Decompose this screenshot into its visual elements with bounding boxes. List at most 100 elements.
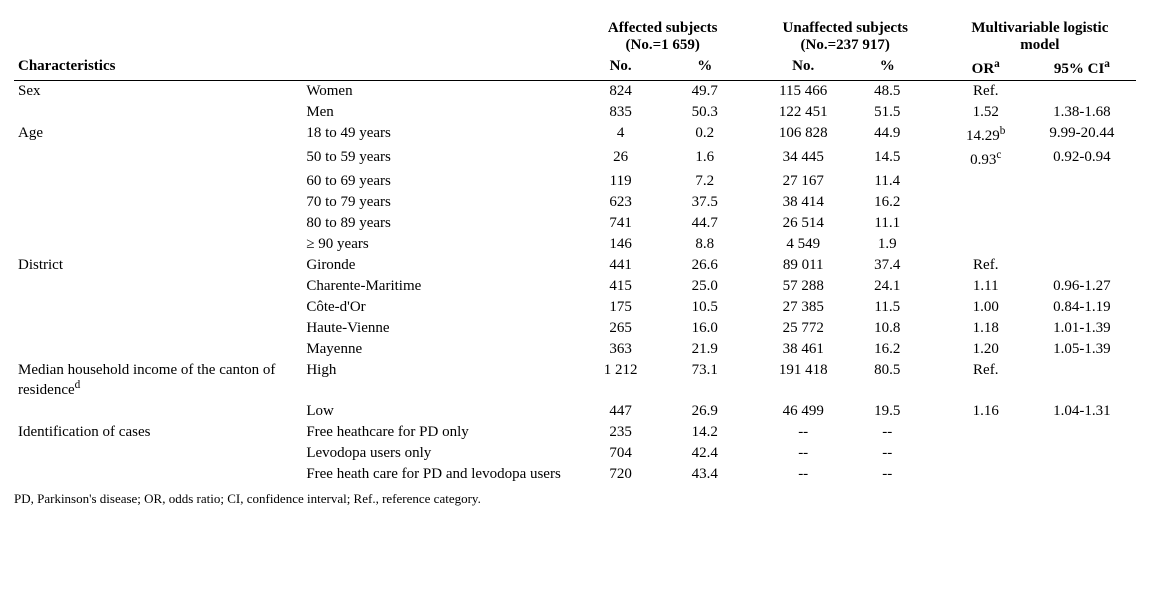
- ci-cell: 0.84-1.19: [1028, 297, 1136, 318]
- ci-cell: 1.05-1.39: [1028, 339, 1136, 360]
- value-cell: 415: [579, 276, 663, 297]
- table-row: ≥ 90 years1468.84 5491.9: [14, 234, 1136, 255]
- value-cell: 46 499: [761, 401, 845, 422]
- ci-cell: 1.38-1.68: [1028, 102, 1136, 123]
- characteristic-label: [14, 276, 302, 297]
- value-cell: 119: [579, 171, 663, 192]
- value-cell: 835: [579, 102, 663, 123]
- value-cell: 37.4: [845, 255, 929, 276]
- value-cell: --: [761, 464, 845, 485]
- value-cell: 37.5: [663, 192, 747, 213]
- value-cell: 7.2: [663, 171, 747, 192]
- value-cell: --: [845, 422, 929, 443]
- value-cell: 1 212: [579, 360, 663, 401]
- level-label: Free heathcare for PD only: [302, 422, 578, 443]
- col-affected-pct: %: [663, 56, 747, 81]
- affected-header: Affected subjects (No.=1 659): [579, 18, 747, 56]
- study-characteristics-table: Affected subjects (No.=1 659) Unaffected…: [14, 18, 1136, 485]
- col-ci: 95% CIa: [1028, 56, 1136, 81]
- characteristic-label: [14, 234, 302, 255]
- ci-cell: [1028, 213, 1136, 234]
- table-row: Côte-d'Or17510.527 38511.51.000.84-1.19: [14, 297, 1136, 318]
- table-row: DistrictGironde44126.689 01137.4Ref.: [14, 255, 1136, 276]
- level-label: Men: [302, 102, 578, 123]
- or-cell: 1.00: [944, 297, 1028, 318]
- value-cell: 10.5: [663, 297, 747, 318]
- value-cell: 704: [579, 443, 663, 464]
- level-label: 80 to 89 years: [302, 213, 578, 234]
- value-cell: 441: [579, 255, 663, 276]
- characteristic-label: [14, 171, 302, 192]
- value-cell: 26: [579, 147, 663, 171]
- value-cell: 44.7: [663, 213, 747, 234]
- ci-cell: [1028, 464, 1136, 485]
- unaffected-header: Unaffected subjects (No.=237 917): [761, 18, 929, 56]
- value-cell: 265: [579, 318, 663, 339]
- or-cell: 14.29b: [944, 123, 1028, 147]
- value-cell: 34 445: [761, 147, 845, 171]
- value-cell: --: [845, 443, 929, 464]
- value-cell: 4: [579, 123, 663, 147]
- table-row: Low44726.946 49919.51.161.04-1.31: [14, 401, 1136, 422]
- characteristics-header: Characteristics: [14, 56, 579, 81]
- ci-cell: [1028, 422, 1136, 443]
- or-cell: [944, 422, 1028, 443]
- ci-cell: [1028, 255, 1136, 276]
- value-cell: 11.5: [845, 297, 929, 318]
- value-cell: 447: [579, 401, 663, 422]
- ci-cell: [1028, 171, 1136, 192]
- value-cell: 26.9: [663, 401, 747, 422]
- characteristic-label: Sex: [14, 81, 302, 103]
- or-cell: [944, 234, 1028, 255]
- ci-cell: 0.92-0.94: [1028, 147, 1136, 171]
- value-cell: 25 772: [761, 318, 845, 339]
- value-cell: 1.6: [663, 147, 747, 171]
- level-label: Mayenne: [302, 339, 578, 360]
- or-cell: Ref.: [944, 81, 1028, 103]
- table-row: Free heath care for PD and levodopa user…: [14, 464, 1136, 485]
- level-label: 50 to 59 years: [302, 147, 578, 171]
- value-cell: 720: [579, 464, 663, 485]
- characteristic-label: [14, 147, 302, 171]
- value-cell: 10.8: [845, 318, 929, 339]
- value-cell: --: [845, 464, 929, 485]
- ci-cell: [1028, 443, 1136, 464]
- table-row: Levodopa users only70442.4----: [14, 443, 1136, 464]
- ci-cell: 1.01-1.39: [1028, 318, 1136, 339]
- characteristic-label: [14, 297, 302, 318]
- value-cell: 741: [579, 213, 663, 234]
- value-cell: 44.9: [845, 123, 929, 147]
- value-cell: 824: [579, 81, 663, 103]
- level-label: Free heath care for PD and levodopa user…: [302, 464, 578, 485]
- value-cell: 26 514: [761, 213, 845, 234]
- characteristic-label: [14, 102, 302, 123]
- value-cell: 8.8: [663, 234, 747, 255]
- value-cell: 191 418: [761, 360, 845, 401]
- value-cell: 1.9: [845, 234, 929, 255]
- ci-cell: [1028, 81, 1136, 103]
- characteristic-label: [14, 213, 302, 234]
- value-cell: 0.2: [663, 123, 747, 147]
- value-cell: 38 414: [761, 192, 845, 213]
- characteristic-label: [14, 464, 302, 485]
- col-unaffected-pct: %: [845, 56, 929, 81]
- col-unaffected-no: No.: [761, 56, 845, 81]
- or-cell: [944, 443, 1028, 464]
- value-cell: 235: [579, 422, 663, 443]
- level-label: 70 to 79 years: [302, 192, 578, 213]
- ci-cell: [1028, 192, 1136, 213]
- value-cell: 11.4: [845, 171, 929, 192]
- table-row: Median household income of the canton of…: [14, 360, 1136, 401]
- value-cell: 115 466: [761, 81, 845, 103]
- value-cell: 43.4: [663, 464, 747, 485]
- level-label: Gironde: [302, 255, 578, 276]
- or-cell: [944, 464, 1028, 485]
- value-cell: 49.7: [663, 81, 747, 103]
- value-cell: --: [761, 422, 845, 443]
- value-cell: 38 461: [761, 339, 845, 360]
- value-cell: 106 828: [761, 123, 845, 147]
- characteristic-label: [14, 339, 302, 360]
- model-header: Multivariable logistic model: [944, 18, 1136, 56]
- value-cell: 27 385: [761, 297, 845, 318]
- value-cell: 122 451: [761, 102, 845, 123]
